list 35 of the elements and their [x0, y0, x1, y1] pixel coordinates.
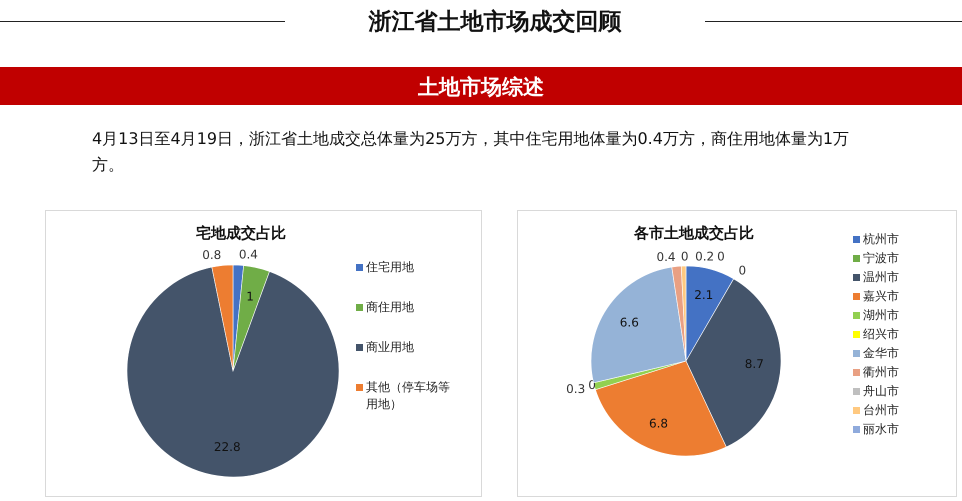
chart-title: 宅地成交占比	[196, 224, 286, 242]
text: 土地市场综述	[417, 74, 545, 101]
data-label: 0.4	[656, 250, 676, 264]
data-label: 2.1	[694, 288, 714, 302]
legend-label: 金华市	[863, 345, 899, 362]
legend-label: 杭州市	[863, 231, 899, 248]
legend-label: 湖州市	[863, 307, 899, 324]
legend-label: 嘉兴市	[863, 288, 899, 305]
text: 0	[717, 250, 725, 264]
text: 4月13日至4月19日，浙江省土地成交总体量为25万方，其中住宅用地体量为0.4万方，商住用地体量为1万方。	[92, 128, 850, 176]
text: 0	[738, 264, 746, 278]
legend-label: 商住用地	[366, 299, 414, 316]
legend-label: 住宅用地	[366, 259, 414, 276]
data-label: 6.6	[620, 316, 639, 330]
data-label: 0.8	[202, 248, 222, 262]
legend-label: 其他（停车场等用地）	[366, 379, 451, 413]
text: 0	[680, 250, 689, 264]
data-label: 6.8	[649, 416, 668, 431]
legend-label: 宁波市	[863, 250, 899, 267]
data-label: 1	[246, 290, 254, 304]
legend-label: 绍兴市	[863, 326, 899, 343]
data-label: 0.4	[238, 248, 258, 262]
data-label: 22.8	[214, 440, 241, 454]
data-label: 0.3	[566, 382, 586, 396]
legend-label: 舟山市	[863, 383, 899, 400]
legend-label: 商业用地	[366, 339, 414, 356]
text: 浙江省土地市场成交回顾	[367, 8, 622, 37]
legend-label: 丽水市	[863, 421, 899, 438]
pie-slice	[126, 266, 340, 478]
legend-label: 温州市	[863, 269, 899, 286]
legend-label: 衢州市	[863, 364, 899, 381]
data-label: 8.7	[744, 356, 764, 371]
data-label: 0.2	[695, 250, 714, 264]
legend-label: 台州市	[863, 402, 899, 419]
chart-title: 各市土地成交占比	[633, 224, 754, 242]
